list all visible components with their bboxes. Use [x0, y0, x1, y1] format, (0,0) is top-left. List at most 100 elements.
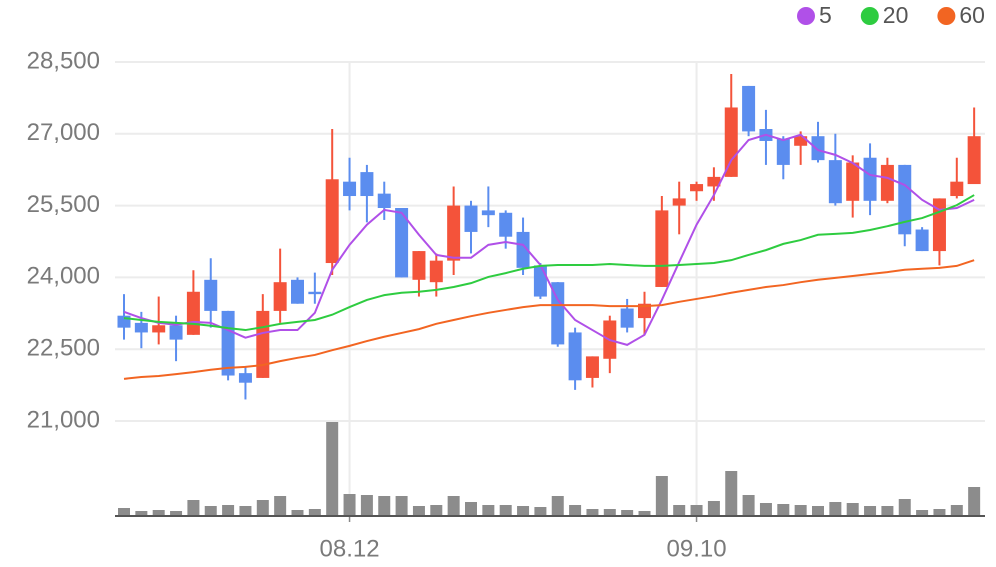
y-tick-label: 22,500: [27, 335, 100, 362]
candle-body: [915, 229, 929, 252]
volume-bar: [187, 500, 200, 516]
volume-bar: [759, 503, 772, 516]
candle-body: [325, 179, 339, 264]
candle-body: [742, 85, 756, 132]
volume-bar: [603, 509, 616, 516]
volume-bar: [222, 505, 235, 516]
volume-bar: [569, 505, 582, 516]
legend: 5 20 60: [797, 2, 985, 28]
candle-body: [690, 184, 704, 192]
candle-body: [863, 157, 877, 201]
volume-bar: [378, 496, 391, 516]
candle-body: [846, 162, 860, 201]
y-tick-label: 25,500: [27, 191, 100, 218]
candle-body: [447, 205, 461, 261]
y-tick-label: 27,000: [27, 119, 100, 146]
candle-body: [898, 164, 912, 235]
volume-bar: [482, 505, 495, 516]
candle-body: [377, 193, 391, 208]
volume-bar: [343, 494, 356, 516]
ma-line: [123, 133, 975, 346]
volume-bar: [673, 505, 686, 516]
volume-bar: [586, 509, 599, 516]
volume-bar: [725, 471, 738, 516]
legend-label: 20: [883, 2, 909, 28]
ma-line: [123, 259, 975, 380]
legend-label: 60: [959, 2, 985, 28]
candle-body: [117, 315, 131, 328]
candle-body: [967, 136, 981, 185]
ma-line: [123, 194, 975, 332]
candle-body: [638, 303, 651, 319]
candle-body: [134, 322, 148, 333]
volume-bar: [707, 501, 720, 516]
candle-body: [950, 181, 964, 197]
volume-bar: [204, 506, 217, 516]
candle-body: [291, 279, 304, 304]
volume-bar: [777, 504, 790, 516]
candle-body: [308, 291, 322, 295]
candle-body: [568, 332, 582, 381]
candle-body: [273, 282, 287, 311]
volume-bar: [794, 505, 807, 516]
candle-body: [533, 265, 547, 297]
candle-body: [620, 308, 634, 328]
legend-swatch: [797, 7, 815, 25]
candle-body: [776, 138, 790, 165]
legend-swatch: [937, 7, 956, 25]
volume-bar: [326, 422, 339, 516]
candle-body: [811, 136, 825, 161]
volume-bar: [916, 510, 929, 516]
candle-body: [429, 260, 443, 283]
volume-bar: [812, 506, 824, 516]
candle-body: [828, 160, 842, 204]
volume-bar: [933, 509, 946, 516]
candle-body: [516, 231, 530, 268]
candle-body: [169, 325, 183, 340]
volume-bar: [447, 496, 460, 516]
candle-body: [221, 310, 235, 376]
volume-bar: [517, 506, 530, 516]
candle-body: [707, 176, 721, 187]
volume-bar: [638, 511, 651, 516]
volume-bar: [655, 476, 668, 516]
candle-body: [655, 210, 669, 287]
candle-body: [794, 136, 808, 146]
volume-bar: [430, 505, 443, 516]
volume-bar: [239, 506, 252, 516]
legend-swatch: [860, 7, 879, 25]
volume-bar: [968, 487, 981, 516]
legend-label: 5: [819, 2, 832, 28]
volume-bar: [881, 506, 894, 516]
volume-bar: [360, 495, 373, 516]
volume-bar: [395, 496, 408, 516]
volume-bar: [690, 505, 703, 516]
candle-body: [238, 373, 252, 383]
candle-body: [256, 310, 270, 378]
y-tick-label: 28,500: [27, 47, 100, 74]
volume-bar: [534, 507, 547, 516]
volume-bar: [274, 496, 287, 516]
candle-body: [481, 210, 495, 216]
candle-body: [204, 279, 218, 311]
volume-bar: [950, 505, 963, 516]
volume-bar: [846, 503, 859, 516]
candle-body: [395, 207, 409, 278]
x-tick-label: 08.12: [320, 535, 380, 562]
volume-bar: [135, 511, 148, 516]
y-tick-label: 21,000: [27, 406, 100, 433]
volume-bar: [152, 510, 165, 516]
candle-body: [672, 198, 686, 206]
volume-bar: [465, 502, 477, 516]
volume-bar: [412, 506, 425, 516]
volume-bar: [829, 502, 842, 516]
volume-bar: [898, 499, 911, 516]
volume-bar: [118, 508, 130, 516]
candle-body: [464, 205, 478, 232]
volume-bar: [742, 495, 755, 516]
candle-body: [724, 107, 738, 177]
volume-bar: [291, 510, 304, 516]
candle-body: [186, 291, 200, 335]
